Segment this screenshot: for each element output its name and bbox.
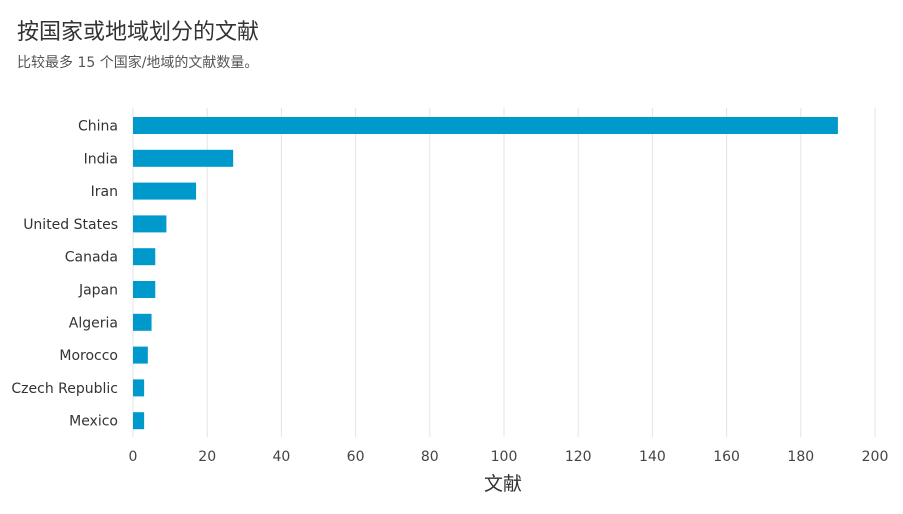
bar[interactable] [133, 313, 152, 331]
bar[interactable] [133, 379, 145, 397]
category-label: Iran [91, 184, 118, 200]
bar[interactable] [133, 412, 145, 430]
x-tick-label: 200 [862, 449, 889, 465]
chart-subtitle: 比较最多 15 个国家/地域的文献数量。 [17, 55, 259, 71]
category-label: Mexico [69, 414, 118, 430]
bar[interactable] [133, 248, 156, 266]
category-label: Canada [65, 250, 118, 266]
gridlines [132, 108, 876, 437]
category-label: Czech Republic [11, 381, 118, 397]
chart-title: 按国家或地域划分的文献 [17, 20, 260, 45]
x-tick-label: 20 [198, 449, 216, 465]
x-tick-label: 80 [421, 449, 439, 465]
category-label: United States [23, 217, 118, 233]
x-tick-label: 180 [787, 449, 814, 465]
category-label: Algeria [69, 315, 118, 331]
category-label: Japan [78, 283, 118, 299]
bar[interactable] [133, 182, 197, 200]
category-label: India [84, 151, 118, 167]
x-tick-label: 160 [713, 449, 740, 465]
x-tick-label: 140 [639, 449, 666, 465]
bar[interactable] [133, 346, 148, 364]
category-label: Morocco [59, 348, 118, 364]
bar[interactable] [133, 117, 838, 134]
bar[interactable] [133, 281, 156, 298]
bars [133, 117, 838, 430]
x-tick-label: 120 [565, 449, 592, 465]
x-tick-label: 60 [347, 449, 365, 465]
bar[interactable] [133, 215, 167, 233]
x-axis-title: 文献 [484, 473, 522, 495]
category-label: China [78, 119, 118, 135]
x-tick-label: 40 [272, 449, 290, 465]
x-tick-label: 0 [129, 449, 138, 465]
category-labels: China India Iran United States Canada Japan Al… [11, 119, 118, 430]
x-tick-label: 100 [491, 449, 518, 465]
x-tick-labels: 0 20 40 60 80 100 120 140 160 180 200 [129, 449, 889, 465]
bar[interactable] [133, 149, 234, 167]
